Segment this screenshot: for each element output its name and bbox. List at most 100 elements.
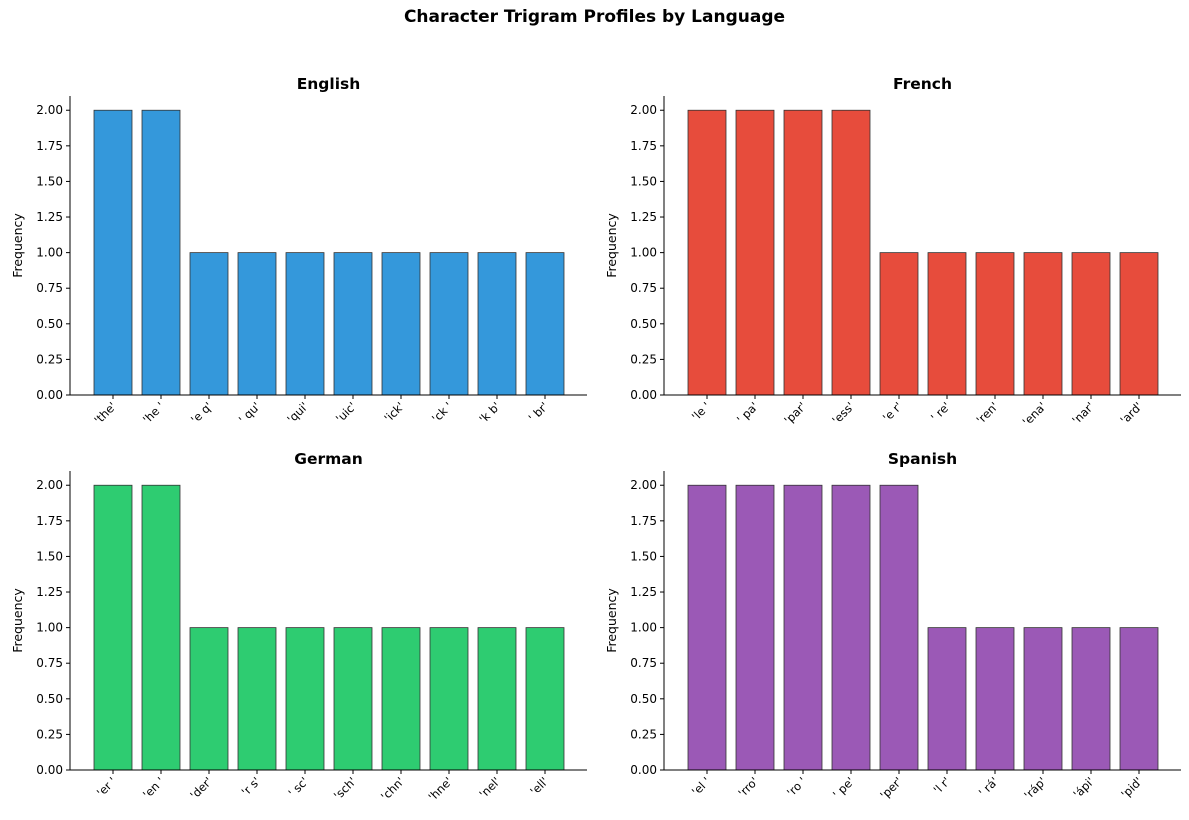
chart-spanish: Spanish 0.00 0.25 0.50 0.75 1.00 1.25 1.50 1.75 2… [604, 450, 1181, 802]
y-tick-label: 0.50 [630, 317, 657, 331]
y-tick-label: 1.75 [630, 514, 657, 528]
y-axis-label: Frequency [604, 213, 619, 278]
x-tick-label: 'e r' [880, 399, 905, 424]
bar [477, 627, 517, 771]
y-tick-label: 1.50 [630, 549, 657, 563]
bar [1071, 627, 1111, 771]
bar [831, 109, 871, 396]
subplot-title: English [297, 75, 361, 93]
y-tick-label: 1.00 [36, 621, 63, 635]
x-tick-label: 'en ' [140, 774, 167, 801]
bar [141, 109, 181, 396]
y-axis-label: Frequency [10, 588, 25, 653]
y-tick-label: 1.25 [36, 585, 63, 599]
x-tick-label: 'sch' [331, 774, 359, 802]
bar [879, 484, 919, 771]
x-tick-label: 'hne' [425, 774, 455, 804]
x-tick-label: 'par' [781, 399, 809, 427]
x-tick-label: 'chn' [378, 774, 407, 803]
y-tick-label: 1.25 [630, 585, 657, 599]
y-tick-label: 1.75 [36, 139, 63, 153]
y-tick-label: 1.25 [36, 210, 63, 224]
y-tick-label: 2.00 [36, 103, 63, 117]
x-tick-label: 'ell' [527, 774, 551, 798]
bar [783, 484, 823, 771]
x-tick-label: 'ard' [1117, 399, 1145, 427]
chart-english: English 0.00 0.25 0.50 0.75 1.00 1.25 1.50 1.75 2… [10, 75, 587, 427]
bar [333, 252, 373, 396]
x-tick-label: 'e q' [188, 399, 215, 426]
x-tick-label: ' pa' [734, 399, 761, 426]
bar [429, 627, 469, 771]
subplot-title: German [294, 450, 363, 468]
x-tick-label: 'ck ' [429, 399, 455, 425]
y-tick-label: 0.00 [36, 388, 63, 402]
y-tick-label: 1.25 [630, 210, 657, 224]
bar [1023, 252, 1063, 396]
bar [429, 252, 469, 396]
bar [285, 252, 325, 396]
y-tick-label: 0.50 [36, 692, 63, 706]
bar [525, 252, 565, 396]
bar [237, 252, 277, 396]
x-tick-label: ' sc' [285, 774, 311, 800]
chart-french: French 0.00 0.25 0.50 0.75 1.00 1.25 1.50 1.75 2.… [604, 75, 1181, 429]
y-axis-label: Frequency [10, 213, 25, 278]
x-tick-label: 'le ' [689, 399, 713, 423]
bar [975, 252, 1015, 396]
x-tick-label: 'qui' [284, 399, 311, 426]
x-tick-label: 'pid' [1118, 774, 1145, 801]
bar [831, 484, 871, 771]
bar [735, 484, 775, 771]
subplot-title: Spanish [888, 450, 957, 468]
bar [1023, 627, 1063, 771]
x-tick-label: ' qu' [236, 399, 263, 426]
y-tick-label: 1.00 [630, 621, 657, 635]
x-tick-label: ' pe' [830, 774, 857, 801]
bar [927, 252, 967, 396]
y-tick-label: 1.00 [630, 246, 657, 260]
chart-german: German 0.00 0.25 0.50 0.75 1.00 1.25 1.50 1.75 2.… [10, 450, 587, 804]
y-tick-label: 0.00 [36, 763, 63, 777]
subplot-title: French [893, 75, 952, 93]
y-tick-label: 0.75 [630, 281, 657, 295]
bar [381, 627, 421, 771]
x-tick-label: 'nel' [476, 774, 503, 801]
bar [927, 627, 967, 771]
y-tick-label: 0.00 [630, 388, 657, 402]
bar [93, 109, 133, 396]
bar [189, 627, 229, 771]
x-tick-label: 'uic' [333, 399, 359, 425]
x-tick-label: 'ick' [381, 399, 407, 425]
x-tick-label: 'per' [877, 774, 905, 802]
bar [93, 484, 133, 771]
x-tick-label: ' re' [928, 399, 953, 424]
bar [477, 252, 517, 396]
y-tick-label: 1.75 [630, 139, 657, 153]
y-tick-label: 1.75 [36, 514, 63, 528]
x-tick-label: 'el ' [689, 774, 713, 798]
y-tick-label: 0.50 [630, 692, 657, 706]
y-tick-label: 2.00 [630, 103, 657, 117]
figure-title: Character Trigram Profiles by Language [403, 7, 786, 27]
x-tick-label: 'ro ' [784, 774, 809, 799]
x-tick-label: 'nar' [1069, 399, 1097, 427]
y-tick-label: 0.75 [36, 656, 63, 670]
y-tick-label: 2.00 [630, 478, 657, 492]
x-tick-label: 'ena' [1020, 399, 1050, 429]
bar [1119, 252, 1159, 396]
bar [735, 109, 775, 396]
bar [1119, 627, 1159, 771]
x-tick-label: 'ápi' [1070, 774, 1097, 801]
bar [285, 627, 325, 771]
x-tick-label: 'ren' [973, 399, 1001, 427]
bar [975, 627, 1015, 771]
y-tick-label: 1.00 [36, 246, 63, 260]
y-tick-label: 0.25 [630, 727, 657, 741]
bar [141, 484, 181, 771]
bar [333, 627, 373, 771]
y-tick-label: 0.50 [36, 317, 63, 331]
y-tick-label: 1.50 [36, 174, 63, 188]
bar [783, 109, 823, 396]
x-tick-label: 'the' [91, 399, 119, 427]
